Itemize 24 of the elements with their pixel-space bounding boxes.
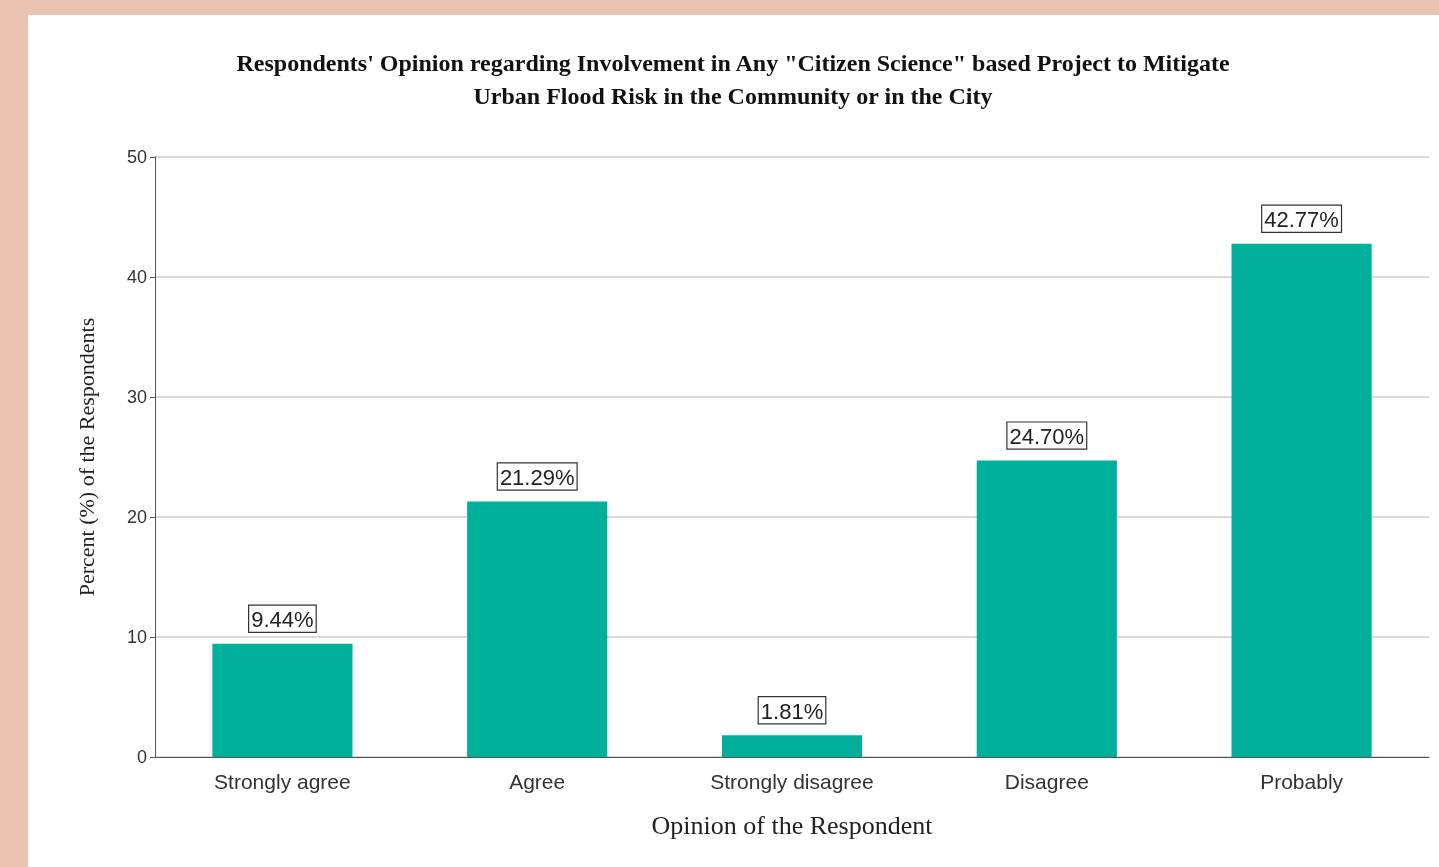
x-tick-label: Disagree xyxy=(1004,770,1089,793)
chart-title: Respondents' Opinion regarding Involvement in Any "Citizen Science" based Project to Mitigate Urban Flood Risk in the Community or in the City xyxy=(236,49,1230,109)
x-axis-title: Opinion of the Respondent xyxy=(651,810,934,840)
data-label: 42.77% xyxy=(1264,207,1339,233)
y-tick-label: 0 xyxy=(136,747,147,767)
x-tick-label: Strongly agree xyxy=(214,770,351,793)
x-tick-label: Agree xyxy=(509,770,566,793)
y-axis-title: Percent (%) of the Respondents xyxy=(73,317,99,597)
x-tick-label: Probably xyxy=(1260,770,1344,793)
bar xyxy=(721,735,863,757)
y-tick-label: 30 xyxy=(126,387,147,407)
bar xyxy=(467,501,608,757)
y-tick-label: 10 xyxy=(126,627,147,647)
data-label: 9.44% xyxy=(251,607,314,633)
data-label: 24.70% xyxy=(1009,424,1085,450)
data-label: 21.29% xyxy=(499,465,575,491)
bar xyxy=(976,460,1117,757)
y-tick-label: 40 xyxy=(126,267,147,287)
y-tick-label: 50 xyxy=(126,147,147,167)
y-tick-label: 20 xyxy=(126,507,147,527)
bar xyxy=(1231,243,1372,757)
bar xyxy=(212,643,353,757)
x-tick-label: Strongly disagree xyxy=(710,770,874,793)
data-label: 1.81% xyxy=(760,698,824,724)
